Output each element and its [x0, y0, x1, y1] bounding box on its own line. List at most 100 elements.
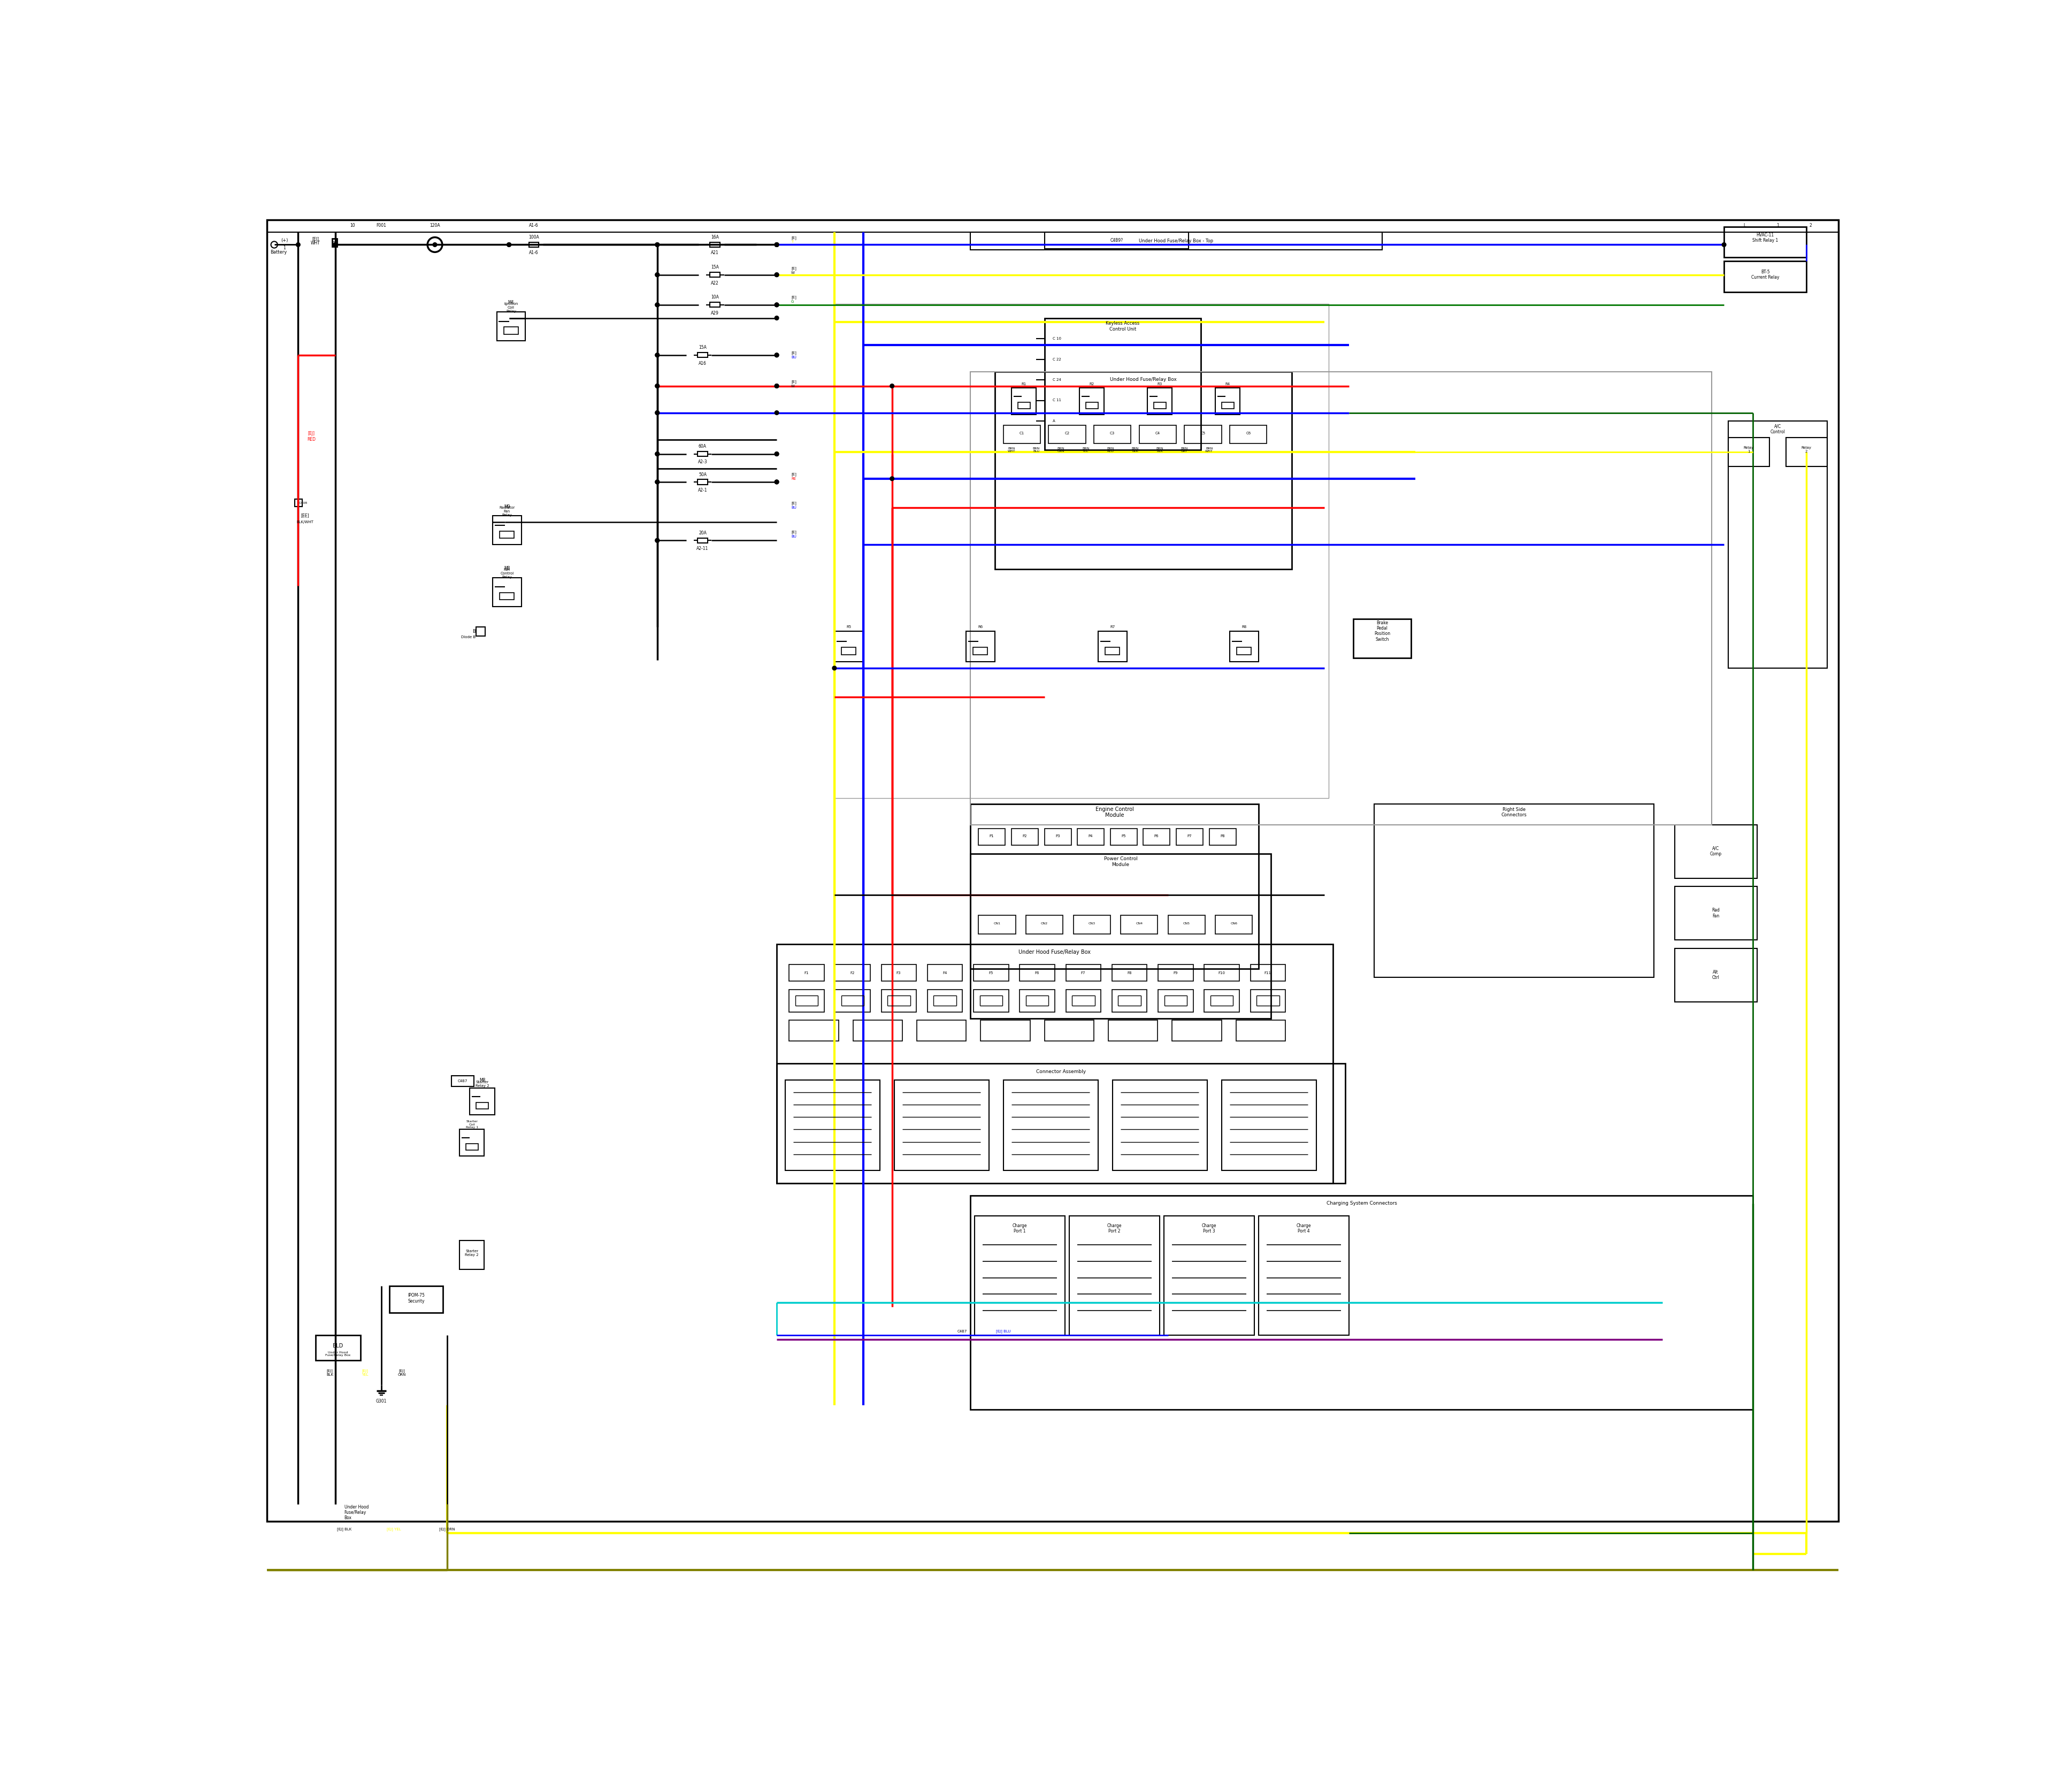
Text: Battery: Battery: [269, 249, 288, 254]
Bar: [470, 1088, 495, 1115]
Circle shape: [889, 477, 893, 480]
Text: A16: A16: [698, 360, 707, 366]
Text: [EJ] YEL: [EJ] YEL: [386, 1527, 401, 1530]
Text: 20A: 20A: [698, 530, 707, 536]
Text: R8: R8: [1243, 625, 1247, 629]
Text: G301: G301: [376, 1400, 386, 1403]
Text: B: B: [472, 629, 477, 634]
Text: W: W: [791, 383, 795, 387]
Bar: [1674, 887, 1756, 941]
Circle shape: [655, 410, 659, 414]
Bar: [776, 1063, 1345, 1183]
Text: C4B7: C4B7: [957, 1330, 967, 1333]
Bar: [1354, 618, 1411, 658]
Text: P8: P8: [1220, 835, 1224, 839]
Text: [E]: [E]: [791, 502, 797, 505]
Text: G: G: [791, 299, 795, 303]
Text: [EE]: [EE]: [302, 513, 310, 518]
Bar: [1210, 828, 1237, 846]
Bar: [1785, 437, 1826, 466]
Text: BRN
BLK: BRN BLK: [1156, 446, 1163, 453]
Text: 1: 1: [283, 246, 286, 251]
Bar: [974, 1217, 1066, 1335]
Text: WHT: WHT: [310, 240, 320, 246]
Circle shape: [774, 272, 778, 276]
Bar: [1011, 389, 1035, 414]
Bar: [1111, 964, 1146, 982]
Text: Power Control
Module: Power Control Module: [1103, 857, 1138, 867]
Text: CN2: CN2: [1041, 923, 1048, 925]
Bar: [1237, 1020, 1286, 1041]
Text: Under Hood
Fuse/Relay
Box: Under Hood Fuse/Relay Box: [345, 1505, 368, 1520]
Text: Charge
Port 3: Charge Port 3: [1202, 1224, 1216, 1233]
Bar: [528, 242, 538, 247]
Text: 15A: 15A: [698, 346, 707, 349]
Circle shape: [655, 452, 659, 455]
Bar: [1140, 425, 1177, 444]
Text: R4: R4: [1226, 382, 1230, 385]
Text: P7: P7: [1187, 835, 1191, 839]
Text: F9: F9: [1173, 971, 1177, 975]
Text: [EJ]
ORN: [EJ] ORN: [398, 1369, 407, 1376]
Bar: [1674, 948, 1756, 1002]
Circle shape: [655, 272, 659, 276]
Bar: [1177, 828, 1204, 846]
Circle shape: [507, 242, 511, 247]
Text: BU: BU: [791, 534, 797, 538]
Circle shape: [1721, 242, 1725, 247]
Bar: [1080, 389, 1105, 414]
Text: C3: C3: [1109, 432, 1115, 435]
Text: Relay
1: Relay 1: [1744, 446, 1754, 453]
Text: F3: F3: [896, 971, 902, 975]
Circle shape: [655, 242, 659, 247]
Bar: [698, 480, 707, 484]
Text: T1: T1: [333, 242, 337, 244]
Circle shape: [774, 480, 778, 484]
Bar: [1043, 317, 1202, 450]
Text: [EJ]
YEL: [EJ] YEL: [362, 1369, 368, 1376]
Text: P1: P1: [990, 835, 994, 839]
Text: [E]: [E]: [791, 296, 797, 299]
Bar: [698, 353, 707, 358]
Bar: [296, 500, 302, 507]
Text: (+): (+): [281, 238, 288, 244]
Bar: [390, 1287, 444, 1314]
Text: R1: R1: [1021, 382, 1027, 385]
Bar: [789, 964, 824, 982]
Circle shape: [655, 480, 659, 484]
Bar: [974, 989, 1009, 1012]
Text: [EJ]
BLK: [EJ] BLK: [327, 1369, 333, 1376]
Bar: [493, 516, 522, 545]
Text: [E]: [E]: [791, 473, 797, 477]
Text: Starter
Coil
Relay 1: Starter Coil Relay 1: [466, 1120, 479, 1129]
Text: Connector Assembly: Connector Assembly: [1035, 1070, 1087, 1073]
Text: [E]: [E]: [791, 380, 797, 383]
Text: HVAC-11
Shift Relay 1: HVAC-11 Shift Relay 1: [1752, 233, 1779, 244]
Text: F5: F5: [988, 971, 994, 975]
Bar: [711, 242, 719, 247]
Text: C 24: C 24: [1052, 378, 1062, 382]
Bar: [834, 631, 863, 661]
Bar: [1043, 233, 1189, 249]
Bar: [333, 238, 337, 247]
Text: Charge
Port 4: Charge Port 4: [1296, 1224, 1310, 1233]
Bar: [1251, 989, 1286, 1012]
Circle shape: [655, 353, 659, 357]
Circle shape: [655, 272, 659, 276]
Circle shape: [655, 452, 659, 455]
Text: [EJ]: [EJ]: [308, 430, 314, 435]
Bar: [1148, 389, 1173, 414]
Bar: [466, 1143, 479, 1150]
Text: C6: C6: [1247, 432, 1251, 435]
Text: C 10: C 10: [1052, 337, 1062, 340]
Bar: [980, 1020, 1029, 1041]
Text: P5: P5: [1121, 835, 1126, 839]
Text: A2-3: A2-3: [698, 461, 707, 464]
Text: A2-1: A2-1: [698, 487, 707, 493]
Text: F2: F2: [850, 971, 854, 975]
Circle shape: [655, 538, 659, 543]
Text: [E]: [E]: [791, 267, 797, 271]
Bar: [1185, 425, 1222, 444]
Text: RED: RED: [306, 437, 316, 443]
Bar: [1043, 1020, 1095, 1041]
